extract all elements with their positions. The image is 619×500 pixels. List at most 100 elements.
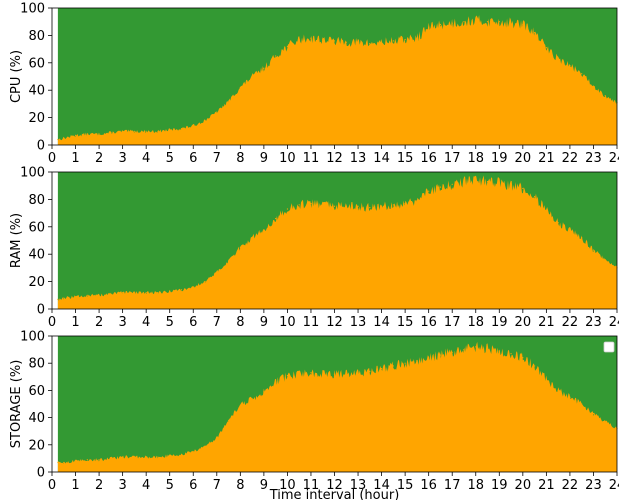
storage-data-point — [133, 456, 135, 458]
cpu-x-tick-label: 16 — [420, 151, 437, 166]
ram-y-tick-label: 40 — [28, 248, 45, 263]
storage-y-tick-label: 100 — [20, 330, 45, 345]
storage-y-axis-label: STORAGE (%) — [9, 360, 24, 449]
storage-x-tick-label: 18 — [467, 478, 484, 493]
ram-x-tick-label: 4 — [142, 315, 150, 330]
storage-x-tick-label: 20 — [515, 478, 532, 493]
ram-data-point — [439, 186, 442, 188]
cpu-y-tick-label: 20 — [28, 111, 45, 126]
ram-data-point — [298, 204, 300, 206]
ram-data-point — [357, 205, 359, 207]
ram-chart-panel: 0123456789101112131415161718192021222324… — [9, 166, 619, 331]
cpu-y-tick-label: 60 — [28, 56, 45, 71]
cpu-data-point — [534, 32, 536, 34]
cpu-data-point — [428, 26, 430, 28]
storage-x-tick-label: 3 — [118, 478, 126, 493]
cpu-data-point — [157, 130, 159, 132]
ram-data-point — [192, 286, 194, 288]
ram-data-point — [263, 228, 265, 231]
cpu-data-point — [263, 67, 265, 69]
storage-data-point — [380, 368, 383, 370]
cpu-data-point — [439, 23, 442, 26]
ram-x-tick-label: 14 — [373, 315, 390, 330]
storage-x-tick-label: 15 — [397, 478, 414, 493]
ram-data-point — [557, 222, 559, 224]
ram-data-point — [404, 202, 406, 205]
cpu-x-tick-label: 8 — [236, 151, 244, 166]
ram-x-tick-label: 9 — [260, 315, 268, 330]
ram-x-tick-label: 16 — [420, 315, 437, 330]
cpu-data-point — [486, 21, 489, 23]
ram-data-point — [63, 297, 65, 299]
ram-x-tick-label: 10 — [279, 315, 296, 330]
cpu-x-tick-label: 13 — [350, 151, 367, 166]
ram-x-tick-label: 18 — [467, 315, 484, 330]
storage-y-tick-label: 20 — [28, 438, 45, 453]
cpu-data-point — [192, 125, 194, 127]
ram-data-point — [110, 293, 112, 295]
cpu-data-point — [133, 130, 135, 132]
storage-x-tick-label: 22 — [562, 478, 579, 493]
storage-data-point — [122, 456, 124, 458]
ram-data-point — [216, 271, 218, 273]
cpu-series-usage — [57, 15, 617, 146]
ram-data-point — [157, 291, 159, 294]
ram-series-usage — [57, 175, 617, 309]
cpu-x-tick-label: 18 — [467, 151, 484, 166]
storage-y-tick-label: 0 — [37, 466, 45, 481]
storage-data-point — [216, 437, 218, 439]
cpu-x-tick-label: 12 — [326, 151, 343, 166]
ram-data-point — [74, 296, 77, 298]
cpu-data-point — [298, 38, 300, 41]
storage-data-point — [545, 378, 547, 381]
cpu-x-tick-label: 1 — [71, 151, 79, 166]
ram-data-point — [522, 187, 524, 190]
ram-y-axis-label: RAM (%) — [9, 213, 24, 268]
cpu-x-tick-label: 7 — [213, 151, 221, 166]
cpu-data-point — [310, 37, 312, 39]
cpu-x-tick-label: 19 — [491, 151, 508, 166]
storage-data-point — [298, 373, 300, 375]
cpu-data-point — [404, 38, 406, 41]
ram-y-tick-label: 20 — [28, 275, 45, 290]
ram-x-tick-label: 24 — [609, 315, 619, 330]
ram-data-point — [145, 291, 147, 294]
ram-data-point — [416, 200, 418, 202]
storage-x-tick-label: 14 — [373, 478, 390, 493]
cpu-y-tick-label: 40 — [28, 84, 45, 99]
cpu-data-point — [98, 133, 100, 135]
cpu-data-point — [604, 95, 606, 97]
ram-data-point — [275, 217, 277, 220]
storage-data-point — [357, 372, 359, 374]
cpu-data-point — [145, 130, 147, 132]
storage-data-point — [57, 461, 59, 464]
cpu-x-tick-label: 9 — [260, 151, 268, 166]
cpu-x-tick-label: 3 — [118, 151, 126, 166]
ram-data-point — [286, 208, 289, 210]
storage-data-point — [592, 412, 595, 415]
ram-x-tick-label: 5 — [166, 315, 174, 330]
storage-x-tick-label: 9 — [260, 478, 268, 493]
cpu-data-point — [74, 134, 77, 137]
storage-data-point — [416, 359, 418, 362]
storage-data-point — [98, 459, 100, 461]
ram-x-tick-label: 11 — [303, 315, 320, 330]
cpu-data-point — [569, 64, 571, 67]
storage-data-point — [74, 460, 77, 462]
cpu-data-point — [122, 130, 124, 132]
storage-data-point — [522, 357, 524, 359]
ram-data-point — [204, 281, 206, 283]
ram-data-point — [122, 291, 124, 294]
cpu-data-point — [416, 37, 418, 39]
storage-data-point — [180, 453, 183, 455]
cpu-data-point — [322, 38, 324, 41]
cpu-data-point — [286, 45, 289, 47]
cpu-chart-panel: 0123456789101112131415161718192021222324… — [9, 2, 619, 167]
ram-data-point — [86, 294, 88, 296]
ram-data-point — [169, 290, 171, 292]
cpu-data-point — [581, 73, 583, 75]
ram-x-tick-label: 20 — [515, 315, 532, 330]
ram-data-point — [451, 183, 453, 185]
storage-data-point — [145, 456, 147, 458]
